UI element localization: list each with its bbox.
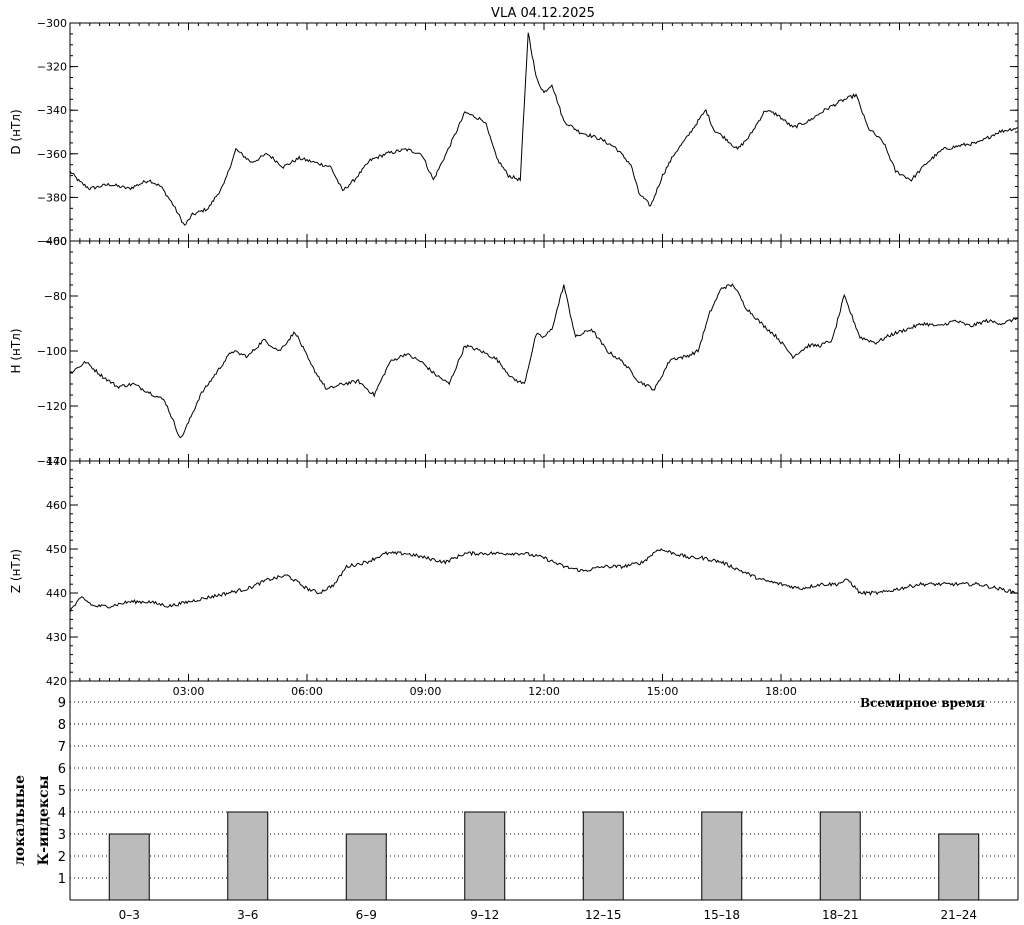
k-category-label: 9–12 — [470, 908, 499, 921]
y-tick-label: −400 — [37, 235, 67, 248]
y-tick-label: 440 — [46, 587, 67, 600]
y-axis-label: Z (нТл) — [9, 549, 23, 593]
k-bar — [227, 811, 269, 901]
series-line — [69, 32, 1019, 226]
k-category-label: 21–24 — [940, 908, 977, 921]
k-category-label: 15–18 — [703, 908, 740, 921]
series-line — [69, 283, 1019, 439]
y-tick-label: 460 — [46, 499, 67, 512]
y-tick-label: −300 — [37, 17, 67, 30]
y-axis-label: D (нТл) — [9, 109, 23, 154]
k-tick-label: 5 — [58, 784, 66, 799]
k-category-label: 12–15 — [585, 908, 622, 921]
y-tick-label: −140 — [37, 455, 67, 468]
time-tick-label: 03:00 — [173, 685, 205, 698]
k-category-label: 3–6 — [237, 908, 258, 921]
k-tick-label: 1 — [58, 872, 66, 887]
y-tick-label: 470 — [46, 455, 67, 468]
k-tick-label: 2 — [58, 850, 66, 865]
series-line — [69, 548, 1019, 613]
k-bar — [108, 833, 150, 901]
y-tick-label: −360 — [37, 148, 67, 161]
k-axis-label: К-индексы — [36, 775, 52, 865]
k-tick-label: 9 — [58, 696, 66, 711]
panel-k-index: 1 2 3 4 5 6 7 8 9 0–3 3–6 6–9 9–12 12–15 15–18 18–21 21–… — [12, 681, 1019, 922]
panel-frame — [69, 22, 1019, 242]
panel-z: 470 460 450 440 430 420 Z (нТл) — [9, 455, 1019, 688]
k-tick-label: 7 — [58, 740, 66, 755]
time-axis-label: Всемирное время — [860, 696, 985, 710]
y-tick-label: −340 — [37, 104, 67, 117]
y-tick-label: −320 — [37, 61, 67, 74]
chart-title: VLA 04.12.2025 — [491, 6, 595, 21]
k-category-label: 18–21 — [822, 908, 859, 921]
time-tick-label: 15:00 — [647, 685, 679, 698]
k-bar — [938, 833, 980, 901]
y-tick-label: −380 — [37, 191, 67, 204]
k-tick-label: 4 — [58, 806, 66, 821]
k-bar — [464, 811, 506, 901]
time-tick-label: 12:00 — [528, 685, 560, 698]
y-tick-label: 420 — [46, 675, 67, 688]
y-tick-label: 450 — [46, 543, 67, 556]
k-tick-label: 3 — [58, 828, 66, 843]
k-tick-label: 6 — [58, 762, 66, 777]
time-tick-label: 06:00 — [291, 685, 323, 698]
y-axis-label: H (нТл) — [9, 328, 23, 373]
panel-d: −300 −320 −340 −360 −380 −400 D (нТл) — [9, 17, 1019, 248]
k-category-label: 6–9 — [356, 908, 377, 921]
k-bar — [701, 811, 743, 901]
y-tick-label: −60 — [44, 235, 67, 248]
k-bar — [819, 811, 861, 901]
k-bar — [582, 811, 624, 901]
time-tick-label: 18:00 — [765, 685, 797, 698]
k-tick-label: 8 — [58, 718, 66, 733]
y-tick-label: −120 — [37, 400, 67, 413]
panels-group: −300 −320 −340 −360 −380 −400 D (нТл) −60 −80 −10… — [9, 17, 1019, 922]
y-tick-label: −100 — [37, 345, 67, 358]
k-bar — [345, 833, 387, 901]
k-category-label: 0–3 — [119, 908, 140, 921]
y-tick-label: 430 — [46, 631, 67, 644]
panel-frame — [69, 240, 1019, 462]
y-tick-label: −80 — [44, 290, 67, 303]
panel-h: −60 −80 −100 −120 −140 H (нТл) — [9, 235, 1019, 468]
time-tick-label: 09:00 — [410, 685, 442, 698]
k-axis-label-2: локальные — [12, 775, 28, 866]
panel-frame — [69, 460, 1019, 682]
